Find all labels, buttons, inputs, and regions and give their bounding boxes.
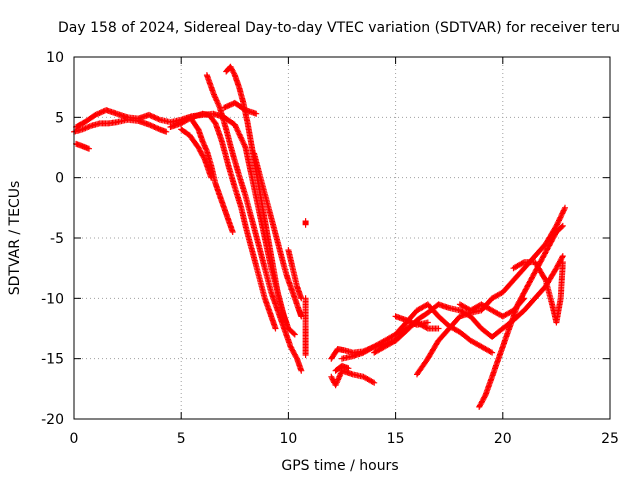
series-sat-p [332,362,352,374]
series-sat-w [510,259,566,326]
grid-lines [74,57,610,419]
x-tick-label: 0 [70,431,79,447]
series-sat-s [392,313,431,328]
chart-title: Day 158 of 2024, Sidereal Day-to-day VTE… [58,20,620,36]
data-point-markers [285,247,305,302]
data-point-markers [328,367,378,389]
data-point-markers [476,222,566,410]
series-sat-j [251,150,305,320]
x-tick-label: 10 [279,431,297,447]
data-point-markers [221,99,260,117]
series-sat-m [302,295,309,358]
x-tick-label: 25 [601,431,619,447]
series-sat-i [221,99,260,117]
y-tick-label: 0 [55,171,64,187]
data-point-markers [510,259,566,326]
x-tick-labels: 0 5 10 15 20 25 [70,431,619,447]
x-tick-label: 15 [387,431,405,447]
series-sat-c [73,140,92,152]
y-axis-label: SDTVAR / TECUs [7,181,23,296]
series-sat-e [188,116,236,235]
data-point-markers [392,313,431,328]
data-point-markers [167,110,279,332]
series-sat-k [285,247,305,302]
y-tick-label: -5 [50,231,64,247]
data-point-markers [302,295,309,358]
y-tick-label: 5 [55,110,64,126]
x-tick-label: 20 [494,431,512,447]
y-tick-labels: -20 -15 -10 -5 0 5 10 [41,50,64,428]
data-point-markers [302,218,309,228]
y-tick-label: -15 [41,352,64,368]
data-point-markers [332,362,352,374]
series-sat-f [178,126,215,181]
y-tick-label: 10 [46,50,64,66]
data-point-markers [73,140,92,152]
y-tick-label: -10 [41,291,64,307]
data-point-markers [188,116,236,235]
series-sat-q [339,301,496,362]
series-sat-o [328,367,378,389]
y-tick-label: -20 [41,412,64,428]
x-tick-label: 5 [177,431,186,447]
series-sat-v [476,222,566,410]
series-sat-d [167,110,279,332]
data-point-markers [251,150,305,320]
axis-ticks [73,56,611,420]
data-point-markers [339,301,496,362]
data-points [71,63,568,410]
series-sat-l [302,218,309,228]
series-sat-g [203,72,305,374]
data-point-markers [178,126,215,181]
x-axis-label: GPS time / hours [281,458,398,474]
data-point-markers [203,72,305,374]
